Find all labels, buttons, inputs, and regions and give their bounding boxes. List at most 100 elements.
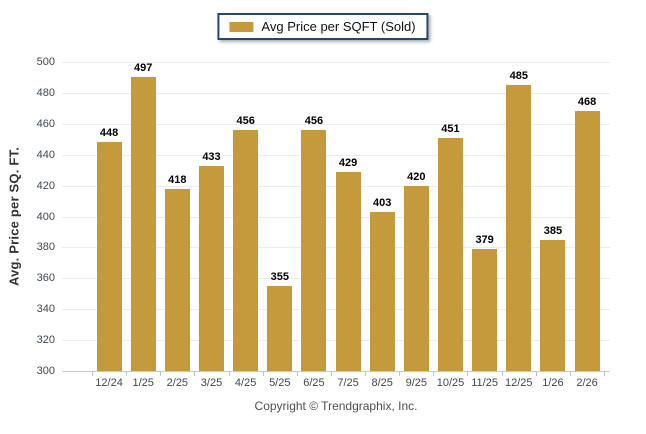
x-tick-mark xyxy=(535,372,537,376)
bar-group: 497 xyxy=(126,62,160,371)
legend-swatch-icon xyxy=(229,21,254,32)
y-tick-label: 480 xyxy=(36,86,55,99)
x-tick-label: 9/25 xyxy=(405,377,428,389)
x-tick-mark xyxy=(433,372,435,376)
x-tick-mark xyxy=(194,372,196,376)
bar-group: 456 xyxy=(297,62,331,371)
bar xyxy=(472,248,498,371)
x-tick-mark xyxy=(330,372,332,376)
bar-value-label: 497 xyxy=(134,62,153,74)
x-tick-label: 12/24 xyxy=(95,377,123,389)
bar-group: 420 xyxy=(399,62,433,371)
x-tick-label: 7/25 xyxy=(337,377,359,389)
bars-row: 448 497 418 433 456 355 456 429 403 420 451 379 485 3… xyxy=(92,62,604,371)
x-tick-mark xyxy=(467,372,469,376)
bar-group: 448 xyxy=(92,62,126,371)
bar-group: 451 xyxy=(433,62,467,371)
x-tick-mark xyxy=(296,372,298,376)
x-tick-mark xyxy=(228,372,230,376)
x-tick-label: 1/26 xyxy=(542,377,564,389)
bar-group: 355 xyxy=(263,62,297,371)
bar xyxy=(130,77,156,371)
x-tick-label: 11/25 xyxy=(471,377,498,389)
bar xyxy=(198,165,224,371)
y-tick-label: 440 xyxy=(36,148,55,161)
legend: Avg Price per SQFT (Sold) xyxy=(217,13,429,40)
x-tick-label: 2/26 xyxy=(576,377,598,389)
y-tick-label: 320 xyxy=(36,334,55,347)
x-tick-label: 1/25 xyxy=(132,377,154,389)
gridline xyxy=(62,62,610,63)
y-tick-label: 460 xyxy=(36,117,55,130)
legend-label: Avg Price per SQFT (Sold) xyxy=(261,19,416,34)
y-tick-label: 420 xyxy=(36,179,55,192)
bar-value-label: 379 xyxy=(475,233,494,246)
x-axis-tick-labels: 12/24 1/25 2/25 3/25 4/25 5/25 6/25 7/25 8/25 9/2… xyxy=(92,377,604,389)
bar-value-label: 420 xyxy=(407,170,426,183)
bar xyxy=(164,188,190,371)
x-tick-label: 10/25 xyxy=(436,377,465,389)
bar-value-label: 418 xyxy=(168,173,187,186)
x-tick-label: 3/25 xyxy=(200,377,223,389)
bar-value-label: 355 xyxy=(270,271,289,284)
bar xyxy=(506,85,532,371)
bar xyxy=(540,239,566,371)
bar xyxy=(403,185,429,371)
bar xyxy=(574,111,600,371)
bar xyxy=(437,137,463,371)
x-tick-mark xyxy=(160,372,162,376)
y-tick-label: 340 xyxy=(36,303,55,316)
bar xyxy=(369,211,395,371)
bar-group: 468 xyxy=(570,62,604,371)
x-axis-tick-marks xyxy=(92,371,605,376)
bar-group: 385 xyxy=(536,62,570,371)
x-tick-label: 4/25 xyxy=(234,377,257,389)
gridline xyxy=(62,154,610,156)
bar-value-label: 385 xyxy=(543,224,563,237)
bar-value-label: 456 xyxy=(236,114,255,127)
copyright-text: Copyright © Trendgraphix, Inc. xyxy=(254,399,418,413)
bar-group: 433 xyxy=(194,62,228,371)
x-tick-mark xyxy=(604,372,605,376)
x-tick-mark xyxy=(126,372,128,376)
x-tick-label: 2/25 xyxy=(166,377,189,389)
bar xyxy=(335,171,361,371)
y-tick-label: 500 xyxy=(36,56,55,68)
gridline xyxy=(62,123,610,125)
y-tick-label: 360 xyxy=(36,272,55,285)
x-tick-label: 8/25 xyxy=(371,377,393,389)
x-tick-mark xyxy=(569,372,571,376)
bar-value-label: 403 xyxy=(373,196,392,209)
x-tick-label: 12/25 xyxy=(504,377,533,389)
bar-group: 485 xyxy=(502,62,536,371)
bar-value-label: 456 xyxy=(304,114,324,127)
bar xyxy=(301,129,327,371)
x-tick-mark xyxy=(365,372,367,376)
x-tick-mark xyxy=(399,372,401,376)
bar-value-label: 448 xyxy=(99,127,119,140)
x-tick-mark xyxy=(262,372,264,376)
bar xyxy=(233,129,259,371)
x-tick-label: 6/25 xyxy=(303,377,325,389)
x-tick-mark xyxy=(501,372,503,376)
bar-group: 429 xyxy=(331,62,365,371)
plot-area: 448 497 418 433 456 355 456 429 403 420 451 379 485 3… xyxy=(62,62,610,376)
bar-group: 379 xyxy=(468,62,502,371)
x-tick-mark xyxy=(92,372,93,376)
y-tick-label: 400 xyxy=(36,210,55,223)
bar-group: 403 xyxy=(365,62,399,371)
bar-value-label: 451 xyxy=(441,122,460,135)
y-tick-label: 300 xyxy=(36,365,55,377)
bar-value-label: 468 xyxy=(577,96,597,109)
bar-group: 418 xyxy=(160,62,194,371)
bar xyxy=(267,286,293,371)
bar-value-label: 433 xyxy=(202,150,221,163)
y-tick-label: 380 xyxy=(36,241,55,254)
bar-group: 456 xyxy=(229,62,263,371)
bar xyxy=(96,142,122,371)
bar-value-label: 485 xyxy=(509,70,528,83)
bar-value-label: 429 xyxy=(338,156,358,169)
x-tick-label: 5/25 xyxy=(269,377,291,389)
gridline xyxy=(62,92,610,94)
